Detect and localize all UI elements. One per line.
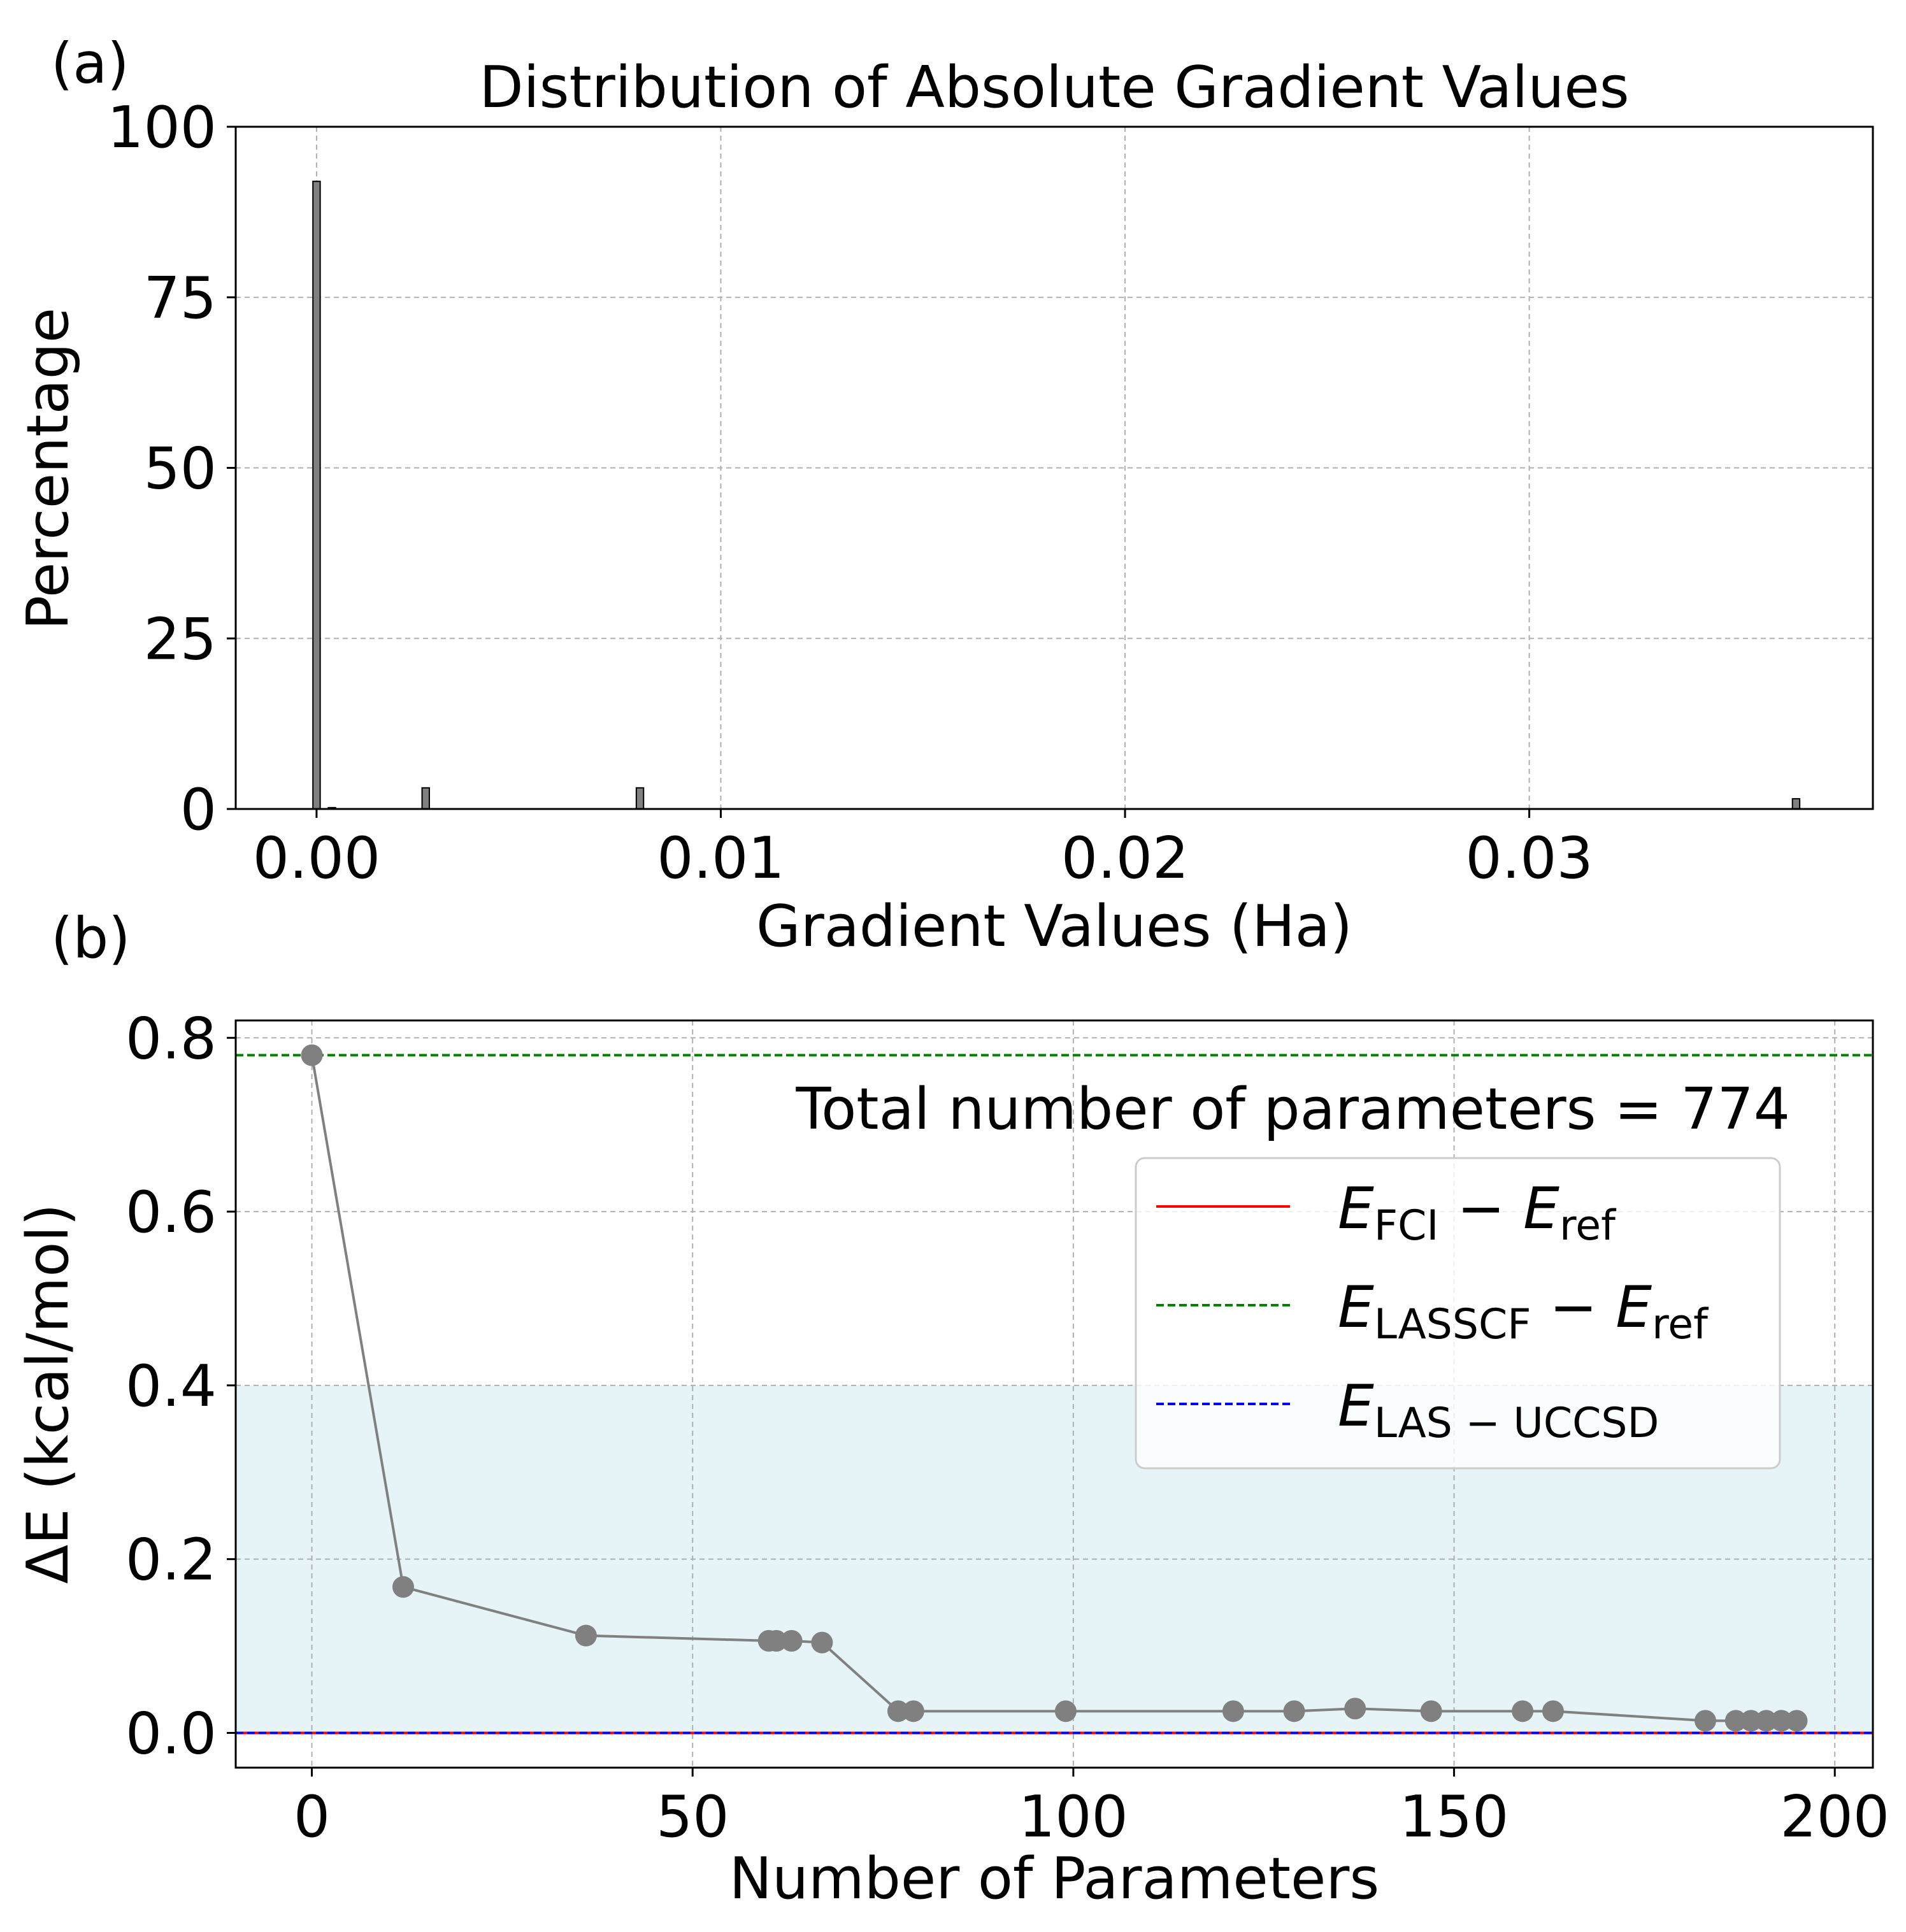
x-tick-label: 100 — [1019, 1784, 1128, 1850]
data-point — [1054, 1700, 1077, 1722]
x-tick-label: 0.00 — [253, 825, 380, 892]
data-point — [1344, 1698, 1366, 1720]
y-tick-label: 0 — [180, 776, 217, 843]
data-point — [780, 1629, 803, 1652]
data-point — [1740, 1710, 1762, 1732]
data-point — [1512, 1700, 1534, 1722]
data-point — [301, 1044, 323, 1066]
histogram-y-label: Percentage — [15, 308, 82, 630]
y-tick-label: 0.2 — [125, 1527, 217, 1594]
x-tick-label: 150 — [1400, 1784, 1509, 1850]
legend-label-lasscf: ELASSCF − Eref — [1338, 1274, 1709, 1349]
legend-box — [1135, 1157, 1781, 1470]
y-tick-label: 0.8 — [125, 1005, 217, 1072]
data-point — [765, 1629, 787, 1652]
data-point — [811, 1631, 833, 1654]
panel-label-b: (b) — [51, 905, 131, 971]
convergence-ticks: 0 50 100 150 200 0.0 0.2 0.4 0.6 0.8 — [125, 1005, 1889, 1850]
histogram-x-label: Gradient Values (Ha) — [756, 893, 1352, 960]
y-tick-label: 0.6 — [125, 1179, 217, 1246]
convergence-y-label: ΔE (kcal/mol) — [15, 1203, 82, 1584]
convergence-frame — [234, 1019, 1874, 1769]
histogram-title: Distribution of Absolute Gradient Values — [479, 54, 1629, 121]
histogram-panel: (a) Distribution of Absolute Gradient Va… — [15, 31, 1874, 960]
data-point — [392, 1576, 414, 1598]
legend-label-fci: EFCI − Eref — [1338, 1175, 1617, 1250]
x-tick-label: 0 — [294, 1784, 330, 1850]
histogram-ticks: 0.00 0.01 0.02 0.03 0 25 50 75 100 — [107, 94, 1593, 892]
y-tick-label: 100 — [107, 94, 217, 161]
x-tick-label: 200 — [1780, 1784, 1889, 1850]
reference-lines — [236, 1054, 1873, 1735]
histogram-bar — [421, 787, 430, 810]
data-point — [1724, 1710, 1747, 1732]
data-point — [1695, 1710, 1717, 1732]
convergence-series — [301, 1044, 1808, 1732]
x-tick-label: 0.03 — [1465, 825, 1593, 892]
y-tick-label: 75 — [143, 265, 217, 332]
x-tick-label: 50 — [656, 1784, 729, 1850]
histogram-bar — [1791, 798, 1801, 810]
x-tick-label: 0.02 — [1061, 825, 1189, 892]
total-parameters-annotation: Total number of parameters = 774 — [796, 1076, 1790, 1143]
data-point — [1420, 1700, 1442, 1722]
y-tick-label: 50 — [143, 436, 217, 503]
histogram-bar — [635, 787, 645, 810]
legend: EFCI − Eref ELASSCF − Eref ELAS − UCCSD — [1135, 1157, 1781, 1470]
data-point — [902, 1700, 924, 1722]
data-point — [1222, 1700, 1244, 1722]
legend-label-las_uccsd: ELAS − UCCSD — [1338, 1373, 1659, 1447]
convergence-x-label: Number of Parameters — [729, 1845, 1380, 1912]
data-point — [1755, 1710, 1777, 1732]
histogram-bars — [312, 180, 1801, 810]
x-tick-label: 0.01 — [657, 825, 784, 892]
data-point — [575, 1624, 597, 1647]
histogram-bar — [312, 180, 321, 810]
data-point — [887, 1700, 909, 1722]
y-tick-label: 0.0 — [125, 1700, 217, 1767]
histogram-grid — [236, 126, 1873, 810]
y-tick-label: 0.4 — [125, 1353, 217, 1420]
data-point — [1786, 1710, 1808, 1732]
convergence-panel: (b) 0 50 100 150 200 0.0 0.2 0.4 0.6 0.8 Total nu… — [15, 905, 1889, 1912]
data-point — [1770, 1710, 1793, 1732]
panel-label-a: (a) — [51, 31, 129, 96]
data-point — [1542, 1700, 1564, 1722]
y-tick-label: 25 — [143, 606, 217, 673]
data-point — [1283, 1700, 1305, 1722]
